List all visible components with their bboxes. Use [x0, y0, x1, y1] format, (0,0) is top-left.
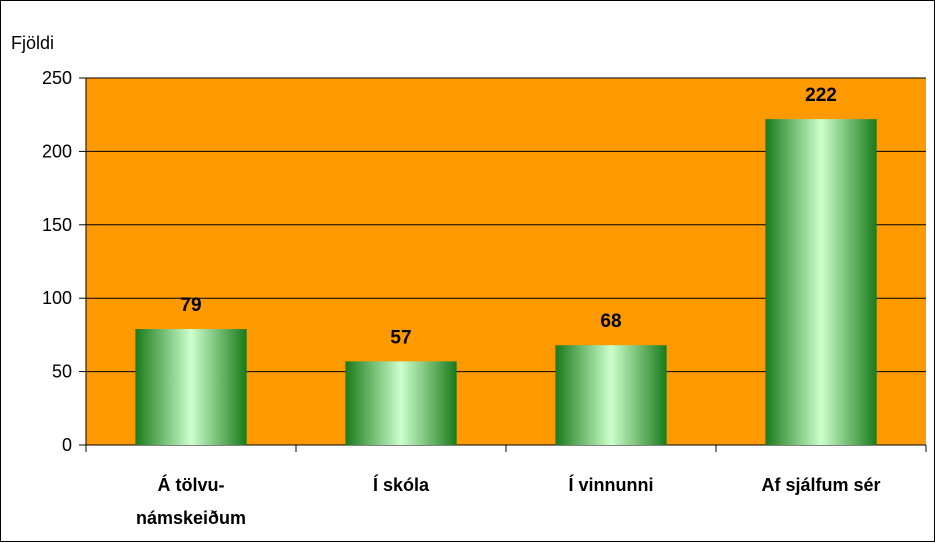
x-category-label: Á tölvu- — [158, 474, 225, 495]
y-tick-label: 100 — [42, 288, 72, 308]
data-label: 57 — [390, 327, 411, 348]
x-category-label: Í skóla — [373, 474, 430, 495]
bar — [135, 329, 247, 445]
y-axis-title: Fjöldi — [11, 33, 54, 53]
x-category-label: námskeiðum — [136, 508, 246, 528]
bars — [135, 119, 877, 445]
x-category-label: Í vinnunni — [569, 474, 654, 495]
bar — [555, 345, 667, 445]
bar — [765, 119, 877, 445]
data-label: 222 — [805, 85, 837, 106]
y-tick-label: 150 — [42, 215, 72, 235]
x-category-label: Af sjálfum sér — [761, 475, 880, 495]
bar — [345, 361, 457, 445]
data-label: 68 — [600, 311, 621, 332]
labels: 0 50 100 150 200 250 79 Á tölvu-námskeiðum 57 Í s… — [42, 68, 881, 528]
y-tick-label: 200 — [42, 141, 72, 161]
y-tick-label: 50 — [52, 362, 72, 382]
y-tick-label: 250 — [42, 68, 72, 88]
y-tick-label: 0 — [62, 435, 72, 455]
data-label: 79 — [180, 295, 201, 316]
